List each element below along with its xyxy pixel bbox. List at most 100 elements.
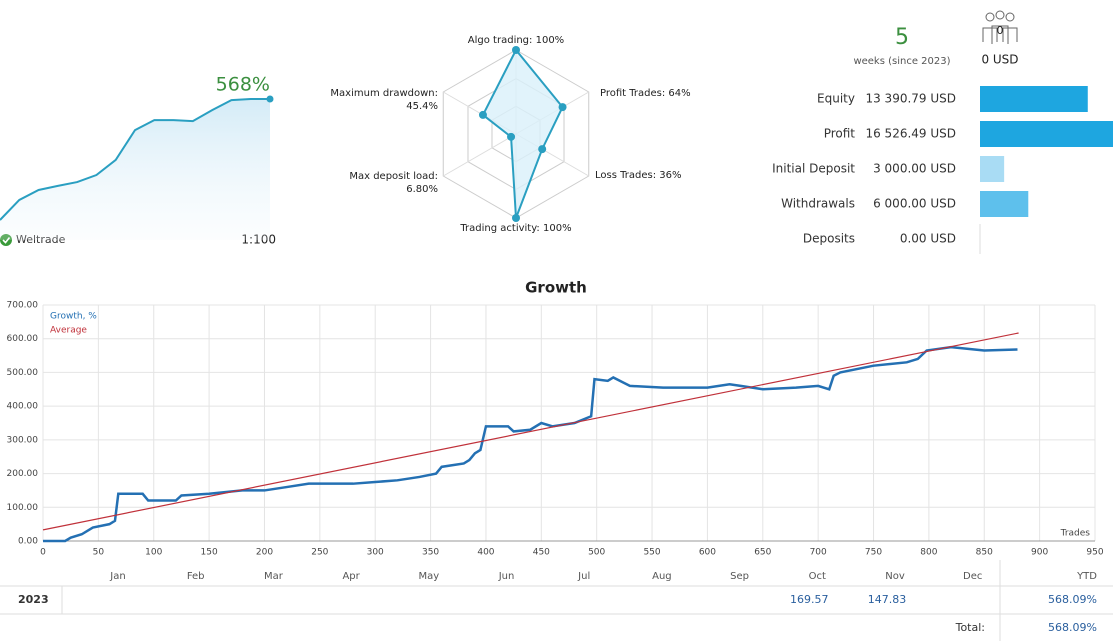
x-tick-label: 200	[256, 548, 273, 558]
y-tick-label: 600.00	[7, 334, 39, 344]
growth-value: 568%	[216, 74, 270, 96]
radar-category: Maximum drawdown:	[330, 88, 438, 99]
stat-bar	[980, 156, 1005, 182]
series-line	[43, 345, 1018, 543]
stat-label: Initial Deposit	[772, 162, 855, 176]
chart-title: Growth	[525, 279, 587, 297]
y-tick-label: 700.00	[7, 301, 39, 311]
x-tick-label: 950	[1086, 548, 1103, 558]
x-tick-label: 550	[643, 548, 660, 558]
radar-label: Maximum drawdown: 45.4%	[330, 88, 438, 112]
x-tick-label: 450	[533, 548, 550, 558]
x-tick-label: 250	[311, 548, 328, 558]
radar-value: 36%	[659, 170, 681, 181]
month-header: Apr	[342, 571, 360, 582]
month-value: 147.83	[868, 593, 907, 606]
stat-label: Deposits	[803, 232, 855, 246]
radar-value: 64%	[668, 88, 690, 99]
radar-point	[512, 214, 520, 222]
x-tick-label: 600	[699, 548, 716, 558]
ytd-value: 568.09%	[1048, 593, 1097, 606]
radar-category: Profit Trades:	[600, 88, 665, 99]
radar-category: Max deposit load:	[349, 171, 438, 182]
legend-entry: Growth, %	[50, 312, 97, 322]
radar-label: Loss Trades: 36%	[595, 170, 682, 181]
month-header: Sep	[730, 571, 749, 582]
radar-value: 100%	[536, 35, 565, 46]
month-header: Jul	[577, 571, 590, 582]
stat-value: 6 000.00 USD	[873, 197, 956, 211]
radar-label: Trading activity: 100%	[459, 223, 571, 234]
radar-point	[507, 132, 516, 141]
y-tick-label: 200.00	[7, 469, 39, 479]
radar-label: Max deposit load: 6.80%	[349, 171, 438, 195]
radar-point	[558, 103, 567, 112]
legend-entry: Average	[50, 326, 87, 336]
x-tick-label: 750	[865, 548, 882, 558]
radar-category: Loss Trades:	[595, 170, 656, 181]
stat-bar	[980, 86, 1088, 112]
subscribers-count: 0	[997, 24, 1004, 37]
stat-label: Equity	[817, 92, 855, 106]
month-header: Mar	[264, 571, 284, 582]
y-tick-label: 100.00	[7, 503, 39, 513]
radar-category: Algo trading:	[468, 35, 533, 46]
month-header: Jan	[109, 571, 125, 582]
weeks-label: weeks (since 2023)	[853, 56, 950, 67]
radar-value: 100%	[543, 223, 572, 234]
radar-label: Algo trading: 100%	[468, 35, 564, 46]
x-tick-label: 50	[93, 548, 105, 558]
x-tick-label: 700	[810, 548, 827, 558]
radar-point	[512, 46, 520, 54]
subscribers-icon	[982, 10, 1018, 44]
subscribers-funds: 0 USD	[981, 53, 1018, 67]
y-tick-label: 400.00	[7, 402, 39, 412]
x-tick-label: 650	[754, 548, 771, 558]
month-header: Oct	[809, 571, 826, 582]
stat-bar	[980, 191, 1029, 217]
month-header: Feb	[187, 571, 205, 582]
sparkline-end	[266, 95, 274, 103]
stat-value: 0.00 USD	[900, 232, 956, 246]
month-header: Nov	[885, 571, 905, 582]
radar-category: Trading activity:	[459, 223, 539, 234]
row-year: 2023	[18, 593, 49, 606]
month-header: Aug	[652, 571, 672, 582]
x-tick-label: 350	[422, 548, 439, 558]
x-tick-label: 800	[920, 548, 937, 558]
total-label: Total:	[955, 621, 985, 634]
x-tick-label: 900	[1031, 548, 1048, 558]
x-tick-label: 500	[588, 548, 605, 558]
x-tick-label: 150	[201, 548, 218, 558]
stat-value: 16 526.49 USD	[865, 127, 956, 141]
x-tick-label: 850	[976, 548, 993, 558]
series-line	[42, 332, 1019, 531]
radar-point	[538, 145, 547, 154]
radar-value: 45.4%	[406, 101, 438, 112]
x-axis-label: Trades	[1060, 529, 1091, 539]
radar-point	[478, 110, 487, 119]
radar-label: Profit Trades: 64%	[600, 88, 691, 99]
month-value: 169.57	[790, 593, 829, 606]
stat-label: Profit	[824, 127, 856, 141]
radar-area	[481, 48, 564, 219]
radar-value: 6.80%	[406, 184, 438, 195]
y-tick-label: 500.00	[7, 368, 39, 378]
x-tick-label: 300	[367, 548, 384, 558]
x-tick-label: 0	[40, 548, 46, 558]
stat-value: 3 000.00 USD	[873, 162, 956, 176]
sparkline-area	[0, 99, 270, 240]
month-header: Dec	[963, 571, 982, 582]
total-value: 568.09%	[1048, 621, 1097, 634]
y-tick-label: 0.00	[18, 537, 38, 547]
weeks-count: 5	[895, 25, 909, 50]
x-tick-label: 100	[145, 548, 162, 558]
radar-spoke	[443, 133, 517, 177]
stat-bar	[980, 121, 1113, 147]
stat-value: 13 390.79 USD	[865, 92, 956, 106]
month-header: Jun	[498, 571, 515, 582]
x-tick-label: 400	[477, 548, 494, 558]
month-header: May	[418, 571, 439, 582]
